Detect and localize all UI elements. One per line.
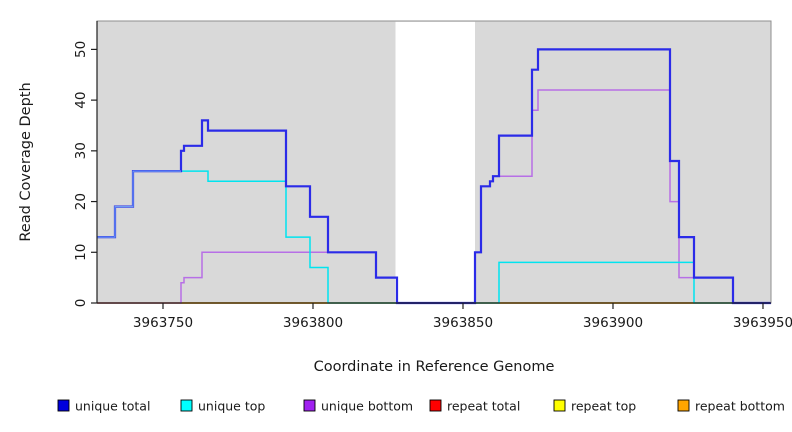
legend-label-repeat-total: repeat total <box>447 399 520 414</box>
series-line-unique-total-top-overlap <box>97 170 181 238</box>
chart-legend: unique total unique top unique bottom repea… <box>57 399 785 414</box>
y-tick-label: 20 <box>73 193 89 210</box>
legend-label-unique-top: unique top <box>198 399 265 414</box>
legend-swatch-repeat-bottom <box>677 399 690 412</box>
legend-swatch-repeat-total <box>429 399 442 412</box>
x-tick-label: 3963800 <box>283 315 343 331</box>
plot-panel <box>97 21 771 303</box>
coverage-gap-region <box>395 21 475 303</box>
x-tick-label: 3963750 <box>133 315 193 331</box>
y-tick-label: 0 <box>73 299 89 308</box>
y-tick-label: 10 <box>73 244 89 261</box>
legend-label-unique-total: unique total <box>75 399 150 414</box>
y-tick-label: 50 <box>73 41 89 58</box>
x-tick-label: 3963950 <box>733 315 792 331</box>
legend-label-repeat-top: repeat top <box>571 399 636 414</box>
legend-swatch-repeat-top <box>553 399 566 412</box>
x-tick-label: 3963850 <box>433 315 493 331</box>
x-axis-title: Coordinate in Reference Genome <box>314 359 555 375</box>
legend-swatch-unique-top <box>180 399 193 412</box>
y-axis-title: Read Coverage Depth <box>18 82 34 241</box>
x-tick-label: 3963900 <box>583 315 643 331</box>
legend-swatch-unique-bottom <box>303 399 316 412</box>
y-tick-label: 30 <box>73 142 89 159</box>
legend-swatch-unique-total <box>57 399 70 412</box>
legend-label-repeat-bottom: repeat bottom <box>695 399 785 414</box>
y-tick-label: 40 <box>73 92 89 109</box>
legend-label-unique-bottom: unique bottom <box>321 399 413 414</box>
plot-frame-and-axes: 3963750 3963800 3963850 3963900 3963950 0 10 20… <box>73 20 792 331</box>
